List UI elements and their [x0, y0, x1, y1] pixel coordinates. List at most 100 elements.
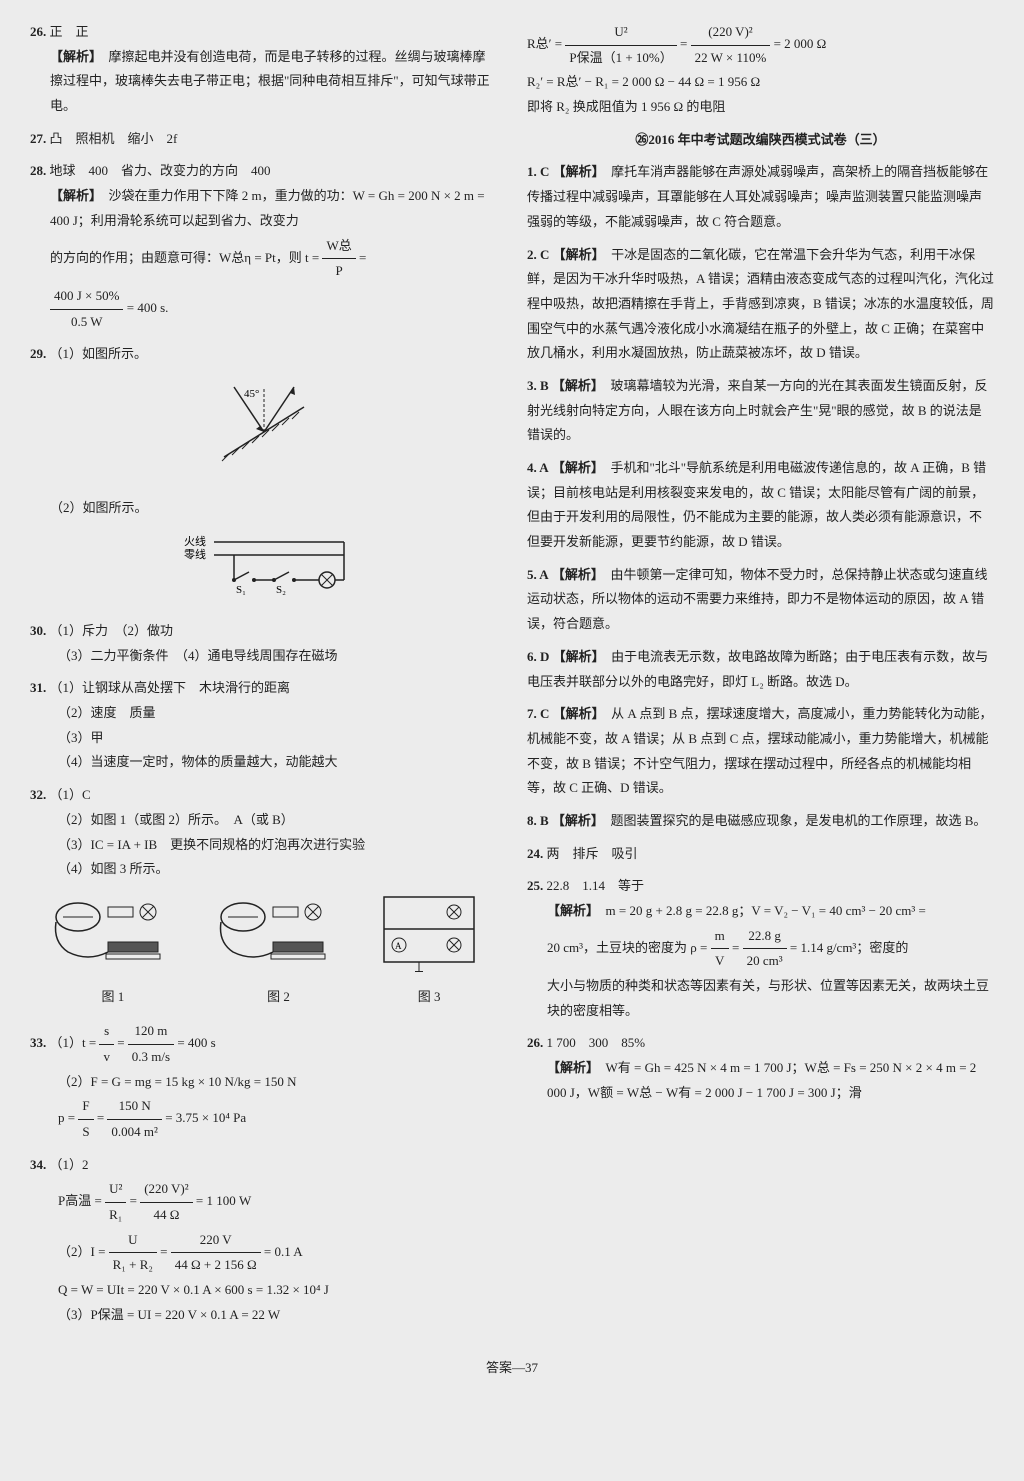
r-q2-expl-label: 【解析】 — [553, 247, 599, 262]
circuit-fig1-icon — [48, 892, 178, 972]
q28: 28. 地球 400 省力、改变力的方向 400 【解析】 沙袋在重力作用下下降… — [30, 159, 497, 334]
circuit-fig2-icon — [213, 892, 343, 972]
angle-label: 45° — [244, 388, 259, 400]
q29-fig2: 火线 零线 S₁ S₂ — [30, 530, 497, 609]
q31-p3: （3）甲 — [30, 726, 497, 751]
q29-p1: （1）如图所示。 — [50, 346, 148, 361]
q33-p1c: = 400 s — [177, 1035, 215, 1050]
q33-f4d: 0.004 m² — [107, 1120, 162, 1145]
r-q6-num: 6. D — [527, 649, 549, 664]
q32-p3: （3）IC = IA + IB 更换不同规格的灯泡再次进行实验 — [30, 833, 497, 858]
q26-answer: 正 正 — [50, 24, 89, 39]
r-q5-num: 5. A — [527, 567, 549, 582]
fig1-label: 图 1 — [48, 985, 178, 1010]
q34-f2n: (220 V)² — [140, 1177, 192, 1203]
left-column: 26. 正 正 【解析】 摩擦起电并没有创造电荷，而是电子转移的过程。丝绸与玻璃… — [30, 20, 497, 1336]
q30-p1: （1）斥力 （2）做功 — [50, 623, 174, 638]
r-q4-num: 4. A — [527, 460, 549, 475]
q26-expl: 【解析】 摩擦起电并没有创造电荷，而是电子转移的过程。丝绸与玻璃棒摩擦过程中，玻… — [30, 45, 497, 119]
q33-frac3: F S — [78, 1094, 93, 1144]
r-q25-f2d: 20 cm³ — [743, 949, 787, 974]
q32-figures: 图 1 图 2 — [30, 892, 497, 1009]
r-q26-answer: 1 700 300 85% — [547, 1035, 646, 1050]
q33-p1b: = — [117, 1035, 128, 1050]
q27-num: 27. — [30, 131, 46, 146]
fig2-label: 图 2 — [213, 985, 343, 1010]
q31-p1: （1）让钢球从高处摆下 木块滑行的距离 — [50, 680, 291, 695]
q29-fig1: 45° — [30, 377, 497, 486]
r-q25-answer: 22.8 1.14 等于 — [547, 878, 645, 893]
cont-f1n: U² — [565, 20, 676, 46]
q32-num: 32. — [30, 787, 46, 802]
q28-frac1-num: W总 — [322, 234, 355, 260]
r-q7-num: 7. C — [527, 706, 549, 721]
q34-p2-line: P高温 = U² R₁ = (220 V)² 44 Ω = 1 100 W — [30, 1177, 497, 1227]
q32-p4: （4）如图 3 所示。 — [30, 857, 497, 882]
q33-p1a: （1）t = — [50, 1035, 100, 1050]
cont-calc: R总′ = U² P保温（1 + 10%） = (220 V)² 22 W × … — [527, 20, 994, 120]
reflection-diagram-icon: 45° — [204, 377, 324, 477]
r-q25-expl: 【解析】 m = 20 g + 2.8 g = 22.8 g；V = V₂ − … — [527, 899, 994, 1023]
svg-text:A: A — [395, 941, 402, 951]
q34-f1d: R₁ — [105, 1203, 126, 1228]
q34-frac1: U² R₁ — [105, 1177, 126, 1227]
q34-frac3: U R₁ + R₂ — [109, 1228, 157, 1278]
q28-expl-p1: 沙袋在重力作用下下降 2 m，重力做的功：W = Gh = 200 N × 2 … — [50, 188, 485, 228]
q34-f4n: 220 V — [171, 1228, 261, 1254]
r-q24-num: 24. — [527, 846, 543, 861]
q32-p2: （2）如图 1（或图 2）所示。 A（或 B） — [30, 808, 497, 833]
q30: 30. （1）斥力 （2）做功 （3）二力平衡条件 （4）通电导线周围存在磁场 — [30, 619, 497, 668]
cont-f1d: P保温（1 + 10%） — [565, 46, 676, 71]
cont-p3: 即将 R₂ 换成阻值为 1 956 Ω 的电阻 — [527, 95, 994, 120]
r-q25-f2n: 22.8 g — [743, 924, 787, 950]
r-q8: 8. B 【解析】 题图装置探究的是电磁感应现象，是发电机的工作原理，故选 B。 — [527, 809, 994, 834]
circuit-fig3-icon: A — [379, 892, 479, 972]
cont-frac2: (220 V)² 22 W × 110% — [691, 20, 771, 70]
q28-expl-p3: = — [359, 250, 366, 265]
fig3-box: A 图 3 — [379, 892, 479, 1009]
r-q25-p2a: 20 cm³，土豆块的密度为 ρ = — [547, 940, 711, 955]
q26-expl-text: 摩擦起电并没有创造电荷，而是电子转移的过程。丝绸与玻璃棒摩擦过程中，玻璃棒失去电… — [50, 49, 490, 113]
r-q26-expl-text: W有 = Gh = 425 N × 4 m = 1 700 J；W总 = Fs … — [547, 1060, 976, 1100]
q28-frac2: 400 J × 50% 0.5 W — [50, 284, 123, 334]
r-q24-answer: 两 排斥 吸引 — [547, 846, 638, 861]
q33-p3c: = 3.75 × 10⁴ Pa — [165, 1110, 246, 1125]
q28-expl-label: 【解析】 — [50, 188, 96, 203]
r-q25-p2c: = 1.14 g/cm³；密度的 — [790, 940, 908, 955]
fire-label: 火线 — [184, 534, 206, 548]
zero-label: 零线 — [184, 547, 206, 561]
r-q8-num: 8. B — [527, 813, 549, 828]
q28-expl-p2: 的方向的作用；由题意可得：W总η = Pt，则 t = — [50, 250, 322, 265]
r-q7: 7. C 【解析】 从 A 点到 B 点，摆球速度增大，高度减小，重力势能转化为… — [527, 702, 994, 801]
q34-frac4: 220 V 44 Ω + 2 156 Ω — [171, 1228, 261, 1278]
q31-num: 31. — [30, 680, 46, 695]
q33-f2d: 0.3 m/s — [128, 1045, 174, 1070]
r-q25-f1n: m — [711, 924, 729, 950]
q34-f3n: U — [109, 1228, 157, 1254]
r-q2-expl: 干冰是固态的二氧化碳，它在常温下会升华为气态，利用干冰保鲜，是因为干冰升华时吸热… — [527, 247, 994, 361]
r-q8-expl-label: 【解析】 — [552, 813, 598, 828]
q31-p4: （4）当速度一定时，物体的质量越大，动能越大 — [30, 750, 497, 775]
r-q5-expl: 由牛顿第一定律可知，物体不受力时，总保持静止状态或匀速直线运动状态，所以物体的运… — [527, 567, 987, 631]
q26: 26. 正 正 【解析】 摩擦起电并没有创造电荷，而是电子转移的过程。丝绸与玻璃… — [30, 20, 497, 119]
q33-f3d: S — [78, 1120, 93, 1145]
r-q3-expl-label: 【解析】 — [552, 378, 598, 393]
r-q5: 5. A 【解析】 由牛顿第一定律可知，物体不受力时，总保持静止状态或匀速直线运… — [527, 563, 994, 637]
r-q5-expl-label: 【解析】 — [552, 567, 598, 582]
r-q26-expl: 【解析】 W有 = Gh = 425 N × 4 m = 1 700 J；W总 … — [527, 1056, 994, 1105]
q34-p2a: P高温 = — [58, 1194, 105, 1209]
q28-num: 28. — [30, 163, 46, 178]
q34-p3b: = — [160, 1244, 171, 1259]
cont-f2n: (220 V)² — [691, 20, 771, 46]
r-q1-expl-label: 【解析】 — [553, 164, 599, 179]
cont-p1-line: R总′ = U² P保温（1 + 10%） = (220 V)² 22 W × … — [527, 20, 994, 70]
fig3-label: 图 3 — [379, 985, 479, 1010]
q28-frac2-num: 400 J × 50% — [50, 284, 123, 310]
r-q26-expl-label: 【解析】 — [547, 1060, 593, 1075]
q29-num: 29. — [30, 346, 46, 361]
q33-p3a: p = — [58, 1110, 78, 1125]
q31: 31. （1）让钢球从高处摆下 木块滑行的距离 （2）速度 质量 （3）甲 （4… — [30, 676, 497, 775]
cont-p1c: = 2 000 Ω — [774, 36, 827, 51]
q34-f2d: 44 Ω — [140, 1203, 192, 1228]
q34-f1n: U² — [105, 1177, 126, 1203]
